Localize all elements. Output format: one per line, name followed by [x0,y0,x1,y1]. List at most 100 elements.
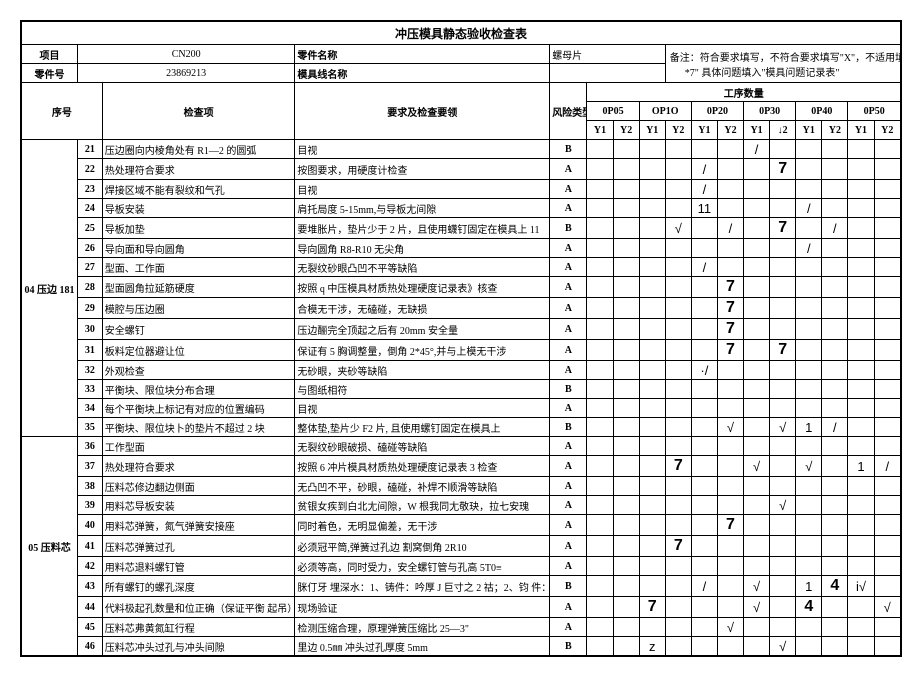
mark-cell [691,477,717,496]
row-num: 38 [77,477,102,496]
mark-cell [665,399,691,418]
mark-cell [848,515,874,536]
mark-cell [796,557,822,576]
table-row: 31板料定位器避让位保证有 5 胸调整量，倒角 2*45°,并与上模无干涉A77 [22,340,901,361]
mark-cell [613,477,639,496]
mark-cell: √ [665,218,691,239]
risk-type: A [550,180,587,199]
mark-cell [822,159,848,180]
mark-cell [822,361,848,380]
requirement: 无砂眼，夹砂等缺陷 [295,361,550,380]
mark-cell: 7 [770,159,796,180]
mark-cell [613,361,639,380]
mark-cell [744,199,770,218]
mark-cell [639,180,665,199]
mark-cell [874,277,901,298]
mark-cell: 7 [639,597,665,618]
mark-cell [691,218,717,239]
mark-cell [639,380,665,399]
mark-cell [848,298,874,319]
mark-cell [665,437,691,456]
mark-cell [874,180,901,199]
table-row: 40用料芯弹簧，氮气弹簧安接座同时着色，无明显偏差，无干涉A7 [22,515,901,536]
table-row: 45压料芯弗黄氮缸行程检测压缩合理，原理弹簧压缩比 25—3"A√ [22,618,901,637]
mark-cell [587,576,613,597]
mark-cell [770,557,796,576]
mark-cell [639,239,665,258]
mark-cell [848,159,874,180]
row-num: 39 [77,496,102,515]
mark-cell [665,239,691,258]
risk-type: A [550,399,587,418]
row-num: 35 [77,418,102,437]
mark-cell [848,140,874,159]
mark-cell [665,361,691,380]
mark-cell [717,180,743,199]
check-item: 用料芯导板安装 [102,496,295,515]
mark-cell [874,340,901,361]
row-num: 23 [77,180,102,199]
mark-cell [665,618,691,637]
mark-cell: / [822,418,848,437]
mark-cell [691,597,717,618]
mark-cell: 1 [796,418,822,437]
table-row: 04 压边 18121压边圈向内棱角处有 R1—2 的圆弧目视B/ [22,140,901,159]
row-num: 22 [77,159,102,180]
mark-cell [613,277,639,298]
mark-cell [639,399,665,418]
mark-cell: / [874,456,901,477]
check-item: 导向面和导向圆角 [102,239,295,258]
mark-cell [587,258,613,277]
row-num: 42 [77,557,102,576]
row-num: 29 [77,298,102,319]
proj-label: 项目 [22,45,78,64]
table-row: 23焊接区域不能有裂纹和气孔目视A/ [22,180,901,199]
check-item: 模腔与压边圈 [102,298,295,319]
mark-cell [665,477,691,496]
check-item: 型面、工作面 [102,258,295,277]
mark-cell [796,477,822,496]
mark-cell: √ [744,576,770,597]
col-ops-label: 工序数量 [587,83,901,102]
mark-cell [717,361,743,380]
mark-cell [691,456,717,477]
mark-cell [874,319,901,340]
table-row: 33平衡块、限位块分布合理与图纸相符B [22,380,901,399]
requirement: 必须等高，同时受力，安全螺钉管与孔高 5T0≡ [295,557,550,576]
mark-cell [665,298,691,319]
table-row: 44代料极起孔数量和位正确（保证平衡 起吊）现场验证A7√4√ [22,597,901,618]
mark-cell [770,515,796,536]
mark-cell: 7 [770,340,796,361]
mark-cell: 7 [665,456,691,477]
table-row: 26导向面和导向圆角导向圆角 R8-R10 无尖角A/ [22,239,901,258]
mark-cell [796,399,822,418]
mark-cell [744,399,770,418]
mark-cell [691,319,717,340]
mark-cell: / [691,576,717,597]
mark-cell [822,515,848,536]
mark-cell [717,199,743,218]
mark-cell [796,298,822,319]
mark-cell [770,380,796,399]
mark-cell [717,437,743,456]
mark-cell: / [717,218,743,239]
mark-cell [639,418,665,437]
requirement: 里边 0.5㎜ 冲头过孔厚度 5mm [295,637,550,656]
mark-cell: / [691,180,717,199]
risk-type: A [550,557,587,576]
mark-cell [874,199,901,218]
mark-cell [848,218,874,239]
mark-cell [848,637,874,656]
mark-cell [744,218,770,239]
mark-cell [796,536,822,557]
mark-cell [665,340,691,361]
mark-cell [639,576,665,597]
mark-cell [874,361,901,380]
mark-cell: 1 [796,576,822,597]
requirement: 目视 [295,399,550,418]
row-num: 30 [77,319,102,340]
mark-cell [770,319,796,340]
mark-cell [744,496,770,515]
mark-cell [691,380,717,399]
mark-cell [613,597,639,618]
